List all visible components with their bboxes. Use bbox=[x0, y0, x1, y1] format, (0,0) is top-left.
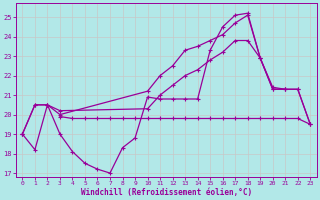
X-axis label: Windchill (Refroidissement éolien,°C): Windchill (Refroidissement éolien,°C) bbox=[81, 188, 252, 197]
